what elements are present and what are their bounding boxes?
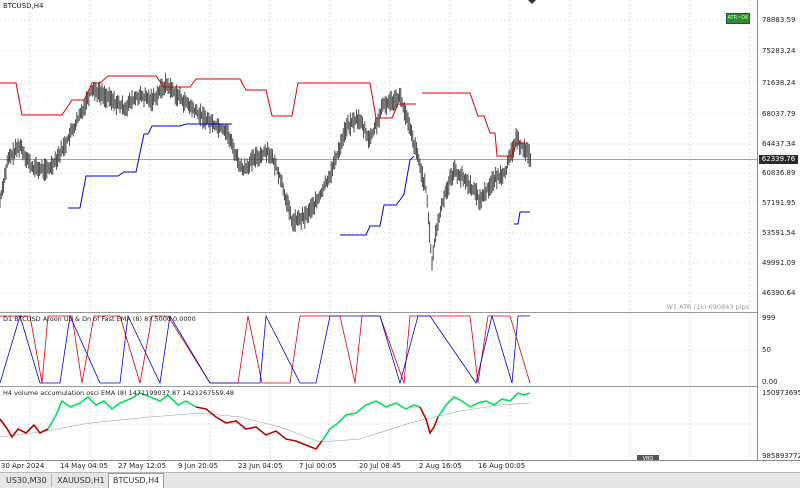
current-price-badge: 62339.76: [759, 155, 798, 164]
time-label: 7 Jul 00:05: [299, 462, 337, 470]
oscillator-down-segment: [195, 406, 323, 450]
time-label: 9 Jun 20:05: [178, 462, 219, 470]
price-chart[interactable]: [0, 0, 757, 312]
tab-us30[interactable]: US30,M30: [2, 474, 52, 487]
time-label: 16 Aug 00:05: [478, 462, 526, 470]
atr-label: W1 ATR (1k) 690843 pips: [666, 303, 750, 311]
volume-osc-scale-top: 15097369573: [762, 389, 800, 397]
upper-channel-line: [0, 75, 416, 119]
price-level: 57191.95: [762, 199, 796, 207]
oscillator-up-segment: [47, 392, 197, 430]
price-level: 68037.79: [762, 110, 796, 118]
oscillator-down-segment: [0, 418, 49, 439]
price-level: 53591.54: [762, 229, 796, 237]
price-level: 71638.24: [762, 79, 796, 87]
aroon-indicator-title: D1 BTCUSD Aroon Up & Dn of Fast EMA (8) …: [3, 315, 196, 323]
tab-btcusd[interactable]: BTCUSD,H4: [108, 473, 165, 488]
aroon-down-line: [0, 315, 531, 384]
aroon-up-line: [0, 314, 530, 385]
lower-channel-line: [340, 155, 415, 236]
price-level: 78883.59: [762, 16, 796, 24]
aroon-level-50: 50: [762, 346, 771, 354]
time-label: 30 Apr 2024: [1, 462, 45, 470]
chart-title: BTCUSD,H4: [3, 2, 44, 10]
oscillator-down-segment: [419, 406, 439, 435]
aroon-scale-top: 999: [762, 314, 776, 322]
price-axis[interactable]: [757, 0, 800, 462]
lower-channel-line: [514, 211, 530, 225]
aroon-scale-bottom: 0.00: [762, 378, 778, 386]
volume-oscillator-title: H4 volume accumulation osci EMA (8) 1471…: [3, 389, 235, 397]
time-axis[interactable]: 30 Apr 2024 14 May 04:05 27 May 12:05 9 …: [0, 460, 800, 473]
time-label: 2 Aug 16:05: [419, 462, 462, 470]
indicator-status-badge: ATR~OK: [726, 13, 750, 24]
time-label: 20 Jul 08:45: [359, 462, 401, 470]
price-level: 46390.64: [762, 289, 796, 297]
oscillator-up-segment: [321, 400, 421, 442]
price-level: 60836.89: [762, 169, 796, 177]
vbo-badge: VBO: [637, 455, 659, 463]
lower-channel-line: [68, 123, 232, 209]
aroon-chart[interactable]: [0, 313, 757, 386]
volume-oscillator-pane[interactable]: H4 volume accumulation osci EMA (8) 1471…: [0, 387, 757, 460]
signal-ema-line: [0, 402, 531, 443]
time-label: 23 Jun 04:05: [238, 462, 283, 470]
volume-osc-scale-bottom: 9858937727: [762, 452, 800, 460]
chart-tab-bar: US30,M30 XAUUSD,H1 BTCUSD,H4: [0, 472, 800, 488]
oscillator-up-segment: [437, 392, 531, 418]
chart-shift-marker-icon[interactable]: [528, 0, 536, 4]
aroon-indicator-pane[interactable]: D1 BTCUSD Aroon Up & Dn of Fast EMA (8) …: [0, 313, 757, 387]
main-chart-pane[interactable]: BTCUSD,H4 ATR~OK W1 ATR (1k) 690843 pips: [0, 0, 757, 313]
price-level: 49991.09: [762, 259, 796, 267]
time-label: 14 May 04:05: [60, 462, 109, 470]
upper-channel-line: [422, 92, 528, 157]
volume-oscillator-chart[interactable]: [0, 387, 757, 460]
time-label: 27 May 12:05: [118, 462, 167, 470]
price-level: 75283.24: [762, 47, 796, 55]
tab-xauusd[interactable]: XAUUSD,H1: [53, 474, 110, 487]
price-level: 64437.34: [762, 140, 796, 148]
